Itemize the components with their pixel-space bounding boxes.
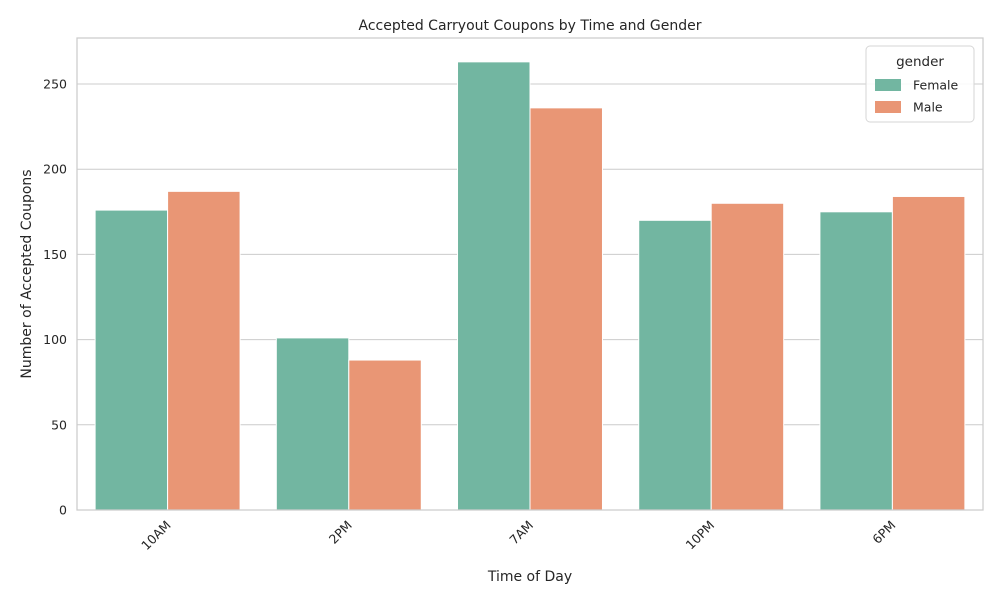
bar-female-6pm bbox=[819, 211, 893, 511]
x-tick-label: 10AM bbox=[138, 518, 174, 554]
y-tick-label: 100 bbox=[43, 332, 67, 347]
bar-male-10am bbox=[167, 190, 241, 511]
y-tick-label: 150 bbox=[43, 247, 67, 262]
bar-male-6pm bbox=[891, 195, 966, 511]
x-axis-ticks: 10AM 2PM 7AM 10PM 6PM bbox=[138, 518, 898, 554]
bar-male-10pm bbox=[710, 202, 785, 511]
bar-female-2pm bbox=[275, 337, 350, 511]
y-axis-label: Number of Accepted Coupons bbox=[19, 169, 35, 378]
x-tick-label: 6PM bbox=[869, 518, 898, 547]
y-tick-label: 200 bbox=[43, 162, 67, 177]
bars bbox=[94, 61, 966, 511]
x-tick-label: 7AM bbox=[506, 518, 536, 548]
legend-label-female: Female bbox=[913, 78, 959, 93]
bar-female-10am bbox=[94, 209, 169, 511]
legend-swatch-male bbox=[875, 101, 901, 113]
x-axis-label: Time of Day bbox=[487, 569, 572, 585]
legend-swatch-female bbox=[875, 79, 901, 91]
y-tick-label: 250 bbox=[43, 77, 67, 92]
plot-border bbox=[76, 37, 984, 511]
bar-male-2pm bbox=[348, 359, 422, 511]
bar-male-7am bbox=[529, 107, 603, 511]
y-tick-label: 0 bbox=[59, 503, 67, 518]
chart-title: Accepted Carryout Coupons by Time and Ge… bbox=[359, 18, 702, 34]
bar-female-7am bbox=[457, 61, 531, 511]
plot-frame bbox=[76, 37, 984, 511]
legend-title: gender bbox=[896, 54, 944, 70]
y-axis-ticks: 0 50 100 150 200 250 bbox=[43, 77, 67, 518]
bar-female-10pm bbox=[638, 219, 712, 511]
legend: gender Female Male bbox=[865, 45, 975, 123]
legend-label-male: Male bbox=[913, 100, 943, 115]
x-tick-label: 10PM bbox=[683, 518, 718, 553]
y-tick-label: 50 bbox=[51, 417, 67, 432]
x-tick-label: 2PM bbox=[326, 518, 355, 547]
